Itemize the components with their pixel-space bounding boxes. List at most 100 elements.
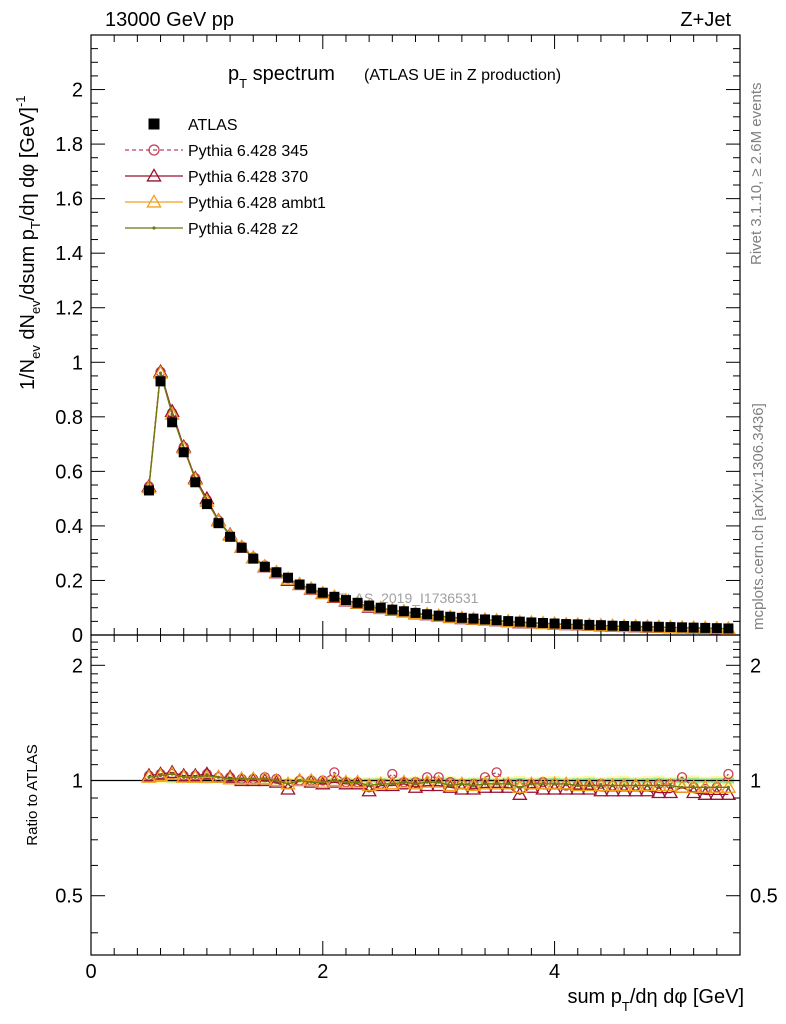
ratio-data-point xyxy=(529,782,533,786)
data-point xyxy=(607,620,618,631)
legend-entry-pythia-6-428-ambt1: Pythia 6.428 ambt1 xyxy=(125,194,326,212)
data-point xyxy=(723,623,734,634)
ratio-data-point xyxy=(158,773,163,778)
data-point xyxy=(329,591,340,602)
ratio-data-point xyxy=(396,774,412,788)
ratio-data-point xyxy=(321,780,325,784)
data-point xyxy=(236,542,247,553)
ratio-data-point xyxy=(430,777,447,792)
ratio-data-point xyxy=(657,783,661,788)
main-y-tick-label: 2 xyxy=(72,80,83,102)
ratio-data-point xyxy=(402,780,406,784)
ratio-data-point xyxy=(645,783,649,788)
ratio-data-point xyxy=(488,775,505,790)
data-point xyxy=(317,587,328,598)
data-point xyxy=(422,609,433,620)
main-y-tick-label: 0 xyxy=(72,625,83,647)
data-point xyxy=(491,615,502,626)
legend-marker xyxy=(148,118,160,130)
ratio-data-point xyxy=(419,774,435,788)
ratio-data-point xyxy=(726,785,731,789)
ratio-data-point xyxy=(552,782,557,786)
ratio-data-point xyxy=(407,779,424,793)
data-point xyxy=(688,622,699,633)
ratio-data-point xyxy=(680,785,684,789)
ratio-y-tick-label: 2 xyxy=(72,655,83,677)
ratio-data-point xyxy=(390,782,394,786)
data-point xyxy=(248,553,259,564)
legend-label: Pythia 6.428 z2 xyxy=(188,221,298,238)
ratio-axis-ticks: 0.5 0.5 1 1 2 2 xyxy=(55,641,778,934)
ratio-data-point xyxy=(233,772,250,787)
ratio-data-point xyxy=(216,775,221,779)
x-tick-label: 0 xyxy=(85,961,96,983)
data-point xyxy=(306,583,317,594)
data-point xyxy=(283,572,294,583)
main-y-tick-label: 0.4 xyxy=(55,516,83,538)
ratio-data-point xyxy=(599,783,603,788)
rivet-version-text: Rivet 3.1.10, ≥ 2.6M events xyxy=(748,83,765,266)
x-tick-label: 4 xyxy=(549,961,560,983)
mcplots-text: mcplots.cern.ch [arXiv:1306.3436] xyxy=(750,403,767,630)
ratio-data-point xyxy=(523,779,540,793)
x-axis-label: sum pT/dη dφ [GeV] xyxy=(567,986,744,1014)
ratio-data-point xyxy=(697,779,713,793)
ratio-data-point xyxy=(483,782,487,786)
ratio-data-point xyxy=(164,764,180,779)
ratio-data-point xyxy=(303,772,319,787)
ratio-data-point xyxy=(593,777,609,792)
data-point xyxy=(572,619,583,630)
ratio-data-point xyxy=(570,781,586,795)
ratio-data-point xyxy=(437,780,441,784)
ratio-data-point xyxy=(344,780,348,784)
data-point xyxy=(665,622,676,633)
legend-label: Pythia 6.428 ambt1 xyxy=(188,195,326,212)
ratio-y-tick-label: 1 xyxy=(72,771,83,793)
ratio-y-tick-label-right: 0.5 xyxy=(750,886,778,908)
data-point xyxy=(190,477,201,488)
data-point xyxy=(433,610,444,621)
ratio-data-point xyxy=(379,782,383,786)
x-axis-ticks: 0 2 4 xyxy=(85,35,718,983)
legend-marker xyxy=(152,226,156,230)
data-point xyxy=(225,531,236,542)
ratio-data-point xyxy=(425,780,429,784)
ratio-data-point xyxy=(546,775,563,790)
ratio-data-point xyxy=(535,775,551,790)
legend-marker xyxy=(146,194,162,208)
ratio-data-point xyxy=(147,775,151,779)
ratio-data-point xyxy=(512,786,528,800)
ratio-data-point xyxy=(355,780,360,784)
legend-marker xyxy=(148,144,160,156)
ratio-data-point xyxy=(581,777,598,792)
ratio-data-point xyxy=(291,772,308,787)
data-point xyxy=(619,621,630,631)
ratio-data-point xyxy=(692,785,696,789)
ratio-data-point xyxy=(500,779,516,793)
main-y-tick-label: 1 xyxy=(72,352,83,374)
ratio-data-point xyxy=(367,783,371,788)
data-point xyxy=(271,567,282,578)
ratio-data-point xyxy=(251,777,255,781)
ratio-data-point xyxy=(419,777,435,792)
ratio-data-point xyxy=(506,782,510,786)
data-point xyxy=(201,499,212,510)
data-point xyxy=(259,561,270,572)
ratio-data-point xyxy=(326,772,343,787)
data-point xyxy=(561,619,572,630)
ratio-data-point xyxy=(182,775,186,779)
header-energy: 13000 GeV pp xyxy=(105,9,234,31)
ratio-data-point xyxy=(193,775,197,779)
data-point xyxy=(387,604,398,615)
data-point xyxy=(170,412,174,416)
ratio-data-point xyxy=(703,785,707,789)
data-point xyxy=(167,417,178,428)
svg-text:pT spectrum: pT spectrum xyxy=(228,63,335,91)
data-point xyxy=(158,371,163,375)
ratio-y-tick-label: 0.5 xyxy=(55,886,83,908)
ratio-data-point xyxy=(477,775,493,790)
ratio-data-point xyxy=(465,781,482,795)
main-y-tick-label: 0.6 xyxy=(55,461,83,483)
ratio-data-point xyxy=(723,768,734,780)
ratio-data-point xyxy=(720,786,737,800)
